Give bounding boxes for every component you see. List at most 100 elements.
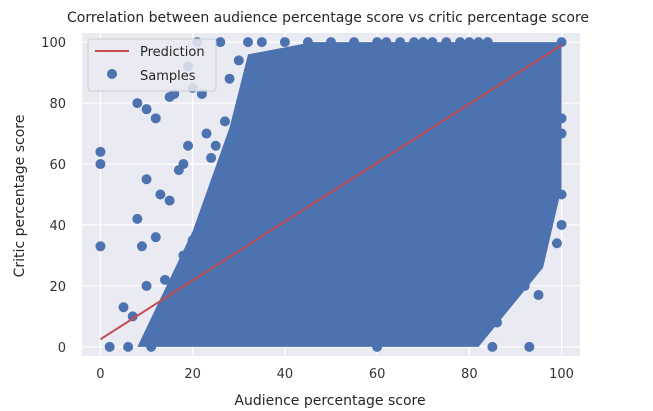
sample-point bbox=[183, 140, 194, 151]
x-tick-label: 100 bbox=[549, 367, 574, 382]
sample-point bbox=[528, 244, 539, 255]
sample-point bbox=[132, 213, 143, 224]
y-tick-label: 100 bbox=[41, 36, 66, 51]
sample-point bbox=[261, 82, 272, 93]
sample-point bbox=[326, 37, 336, 48]
sample-point bbox=[215, 37, 226, 48]
sample-point bbox=[501, 52, 512, 63]
prediction-series bbox=[99, 44, 563, 341]
x-tick-label: 80 bbox=[461, 367, 478, 382]
sample-point bbox=[155, 189, 166, 200]
sample-point bbox=[118, 302, 129, 313]
sample-point bbox=[335, 241, 346, 252]
sample-point bbox=[219, 116, 230, 127]
sample-point bbox=[298, 73, 309, 84]
sample-point bbox=[95, 146, 106, 157]
sample-point bbox=[381, 37, 392, 48]
x-tick-label: 20 bbox=[184, 367, 201, 382]
legend-samples-swatch bbox=[107, 69, 117, 79]
sample-point bbox=[141, 280, 152, 291]
sample-point bbox=[201, 128, 212, 139]
sample-point bbox=[349, 37, 360, 48]
sample-point bbox=[289, 198, 300, 209]
sample-point bbox=[427, 171, 438, 182]
sample-point bbox=[510, 219, 521, 230]
x-tick-label: 0 bbox=[96, 367, 104, 382]
sample-point bbox=[279, 311, 290, 322]
sample-point bbox=[501, 287, 512, 298]
sample-point bbox=[547, 110, 558, 121]
sample-point bbox=[418, 317, 429, 328]
sample-point bbox=[399, 213, 410, 224]
sample-point bbox=[173, 165, 184, 176]
sample-point bbox=[524, 67, 535, 78]
y-tick-label: 40 bbox=[49, 219, 66, 234]
sample-point bbox=[427, 37, 438, 48]
y-axis-title: Critic percentage score bbox=[12, 115, 28, 278]
sample-point bbox=[418, 37, 429, 48]
sample-point bbox=[542, 219, 553, 230]
chart-title: Correlation between audience percentage … bbox=[67, 10, 589, 26]
x-tick-label: 40 bbox=[277, 367, 294, 382]
y-tick-label: 20 bbox=[49, 280, 66, 295]
y-tick-label: 0 bbox=[58, 341, 66, 356]
sample-point bbox=[551, 238, 562, 249]
sample-point bbox=[390, 79, 401, 90]
sample-point bbox=[247, 207, 258, 218]
sample-point bbox=[524, 341, 535, 352]
sample-point bbox=[146, 341, 157, 352]
sample-point bbox=[556, 128, 567, 139]
sample-point bbox=[95, 241, 106, 252]
samples-series bbox=[95, 37, 567, 352]
samples-dense-region bbox=[137, 42, 562, 347]
sample-point bbox=[441, 296, 452, 307]
sample-point bbox=[326, 323, 336, 334]
x-axis-ticks: 0 20 40 60 80 100 bbox=[96, 367, 574, 382]
sample-point bbox=[150, 232, 161, 243]
sample-point bbox=[556, 219, 567, 230]
sample-point bbox=[353, 67, 364, 78]
x-tick-label: 60 bbox=[369, 367, 386, 382]
sample-point bbox=[224, 73, 235, 84]
sample-point bbox=[436, 98, 447, 109]
sample-point bbox=[210, 250, 221, 261]
sample-point bbox=[302, 37, 313, 48]
sample-point bbox=[510, 265, 521, 276]
sample-point bbox=[210, 140, 221, 151]
sample-point bbox=[455, 326, 466, 337]
sample-point bbox=[132, 98, 143, 109]
sample-point bbox=[127, 311, 138, 322]
sample-point bbox=[487, 67, 498, 78]
sample-point bbox=[441, 37, 452, 48]
sample-point bbox=[233, 55, 244, 66]
sample-point bbox=[302, 329, 313, 340]
sample-point bbox=[478, 204, 489, 215]
sample-point bbox=[279, 37, 290, 48]
sample-point bbox=[464, 311, 475, 322]
sample-point bbox=[95, 159, 106, 170]
sample-point bbox=[224, 183, 235, 194]
sample-point bbox=[238, 98, 249, 109]
sample-point bbox=[409, 37, 419, 48]
sample-point bbox=[141, 104, 152, 115]
sample-point bbox=[187, 235, 198, 246]
sample-point bbox=[473, 104, 484, 115]
sample-point bbox=[349, 335, 360, 346]
sample-point bbox=[533, 290, 544, 301]
legend-prediction-label: Prediction bbox=[140, 45, 205, 60]
legend: Prediction Samples bbox=[87, 38, 217, 92]
sample-point bbox=[455, 37, 466, 48]
sample-point bbox=[519, 280, 530, 291]
sample-point bbox=[464, 37, 475, 48]
prediction-line bbox=[99, 44, 563, 341]
sample-point bbox=[160, 274, 170, 285]
sample-point bbox=[556, 189, 567, 200]
sample-point bbox=[196, 219, 207, 230]
sample-point bbox=[136, 241, 147, 252]
legend-samples-label: Samples bbox=[140, 69, 196, 84]
x-axis-title: Audience percentage score bbox=[234, 393, 425, 409]
sample-point bbox=[556, 113, 567, 124]
sample-point bbox=[270, 174, 281, 185]
